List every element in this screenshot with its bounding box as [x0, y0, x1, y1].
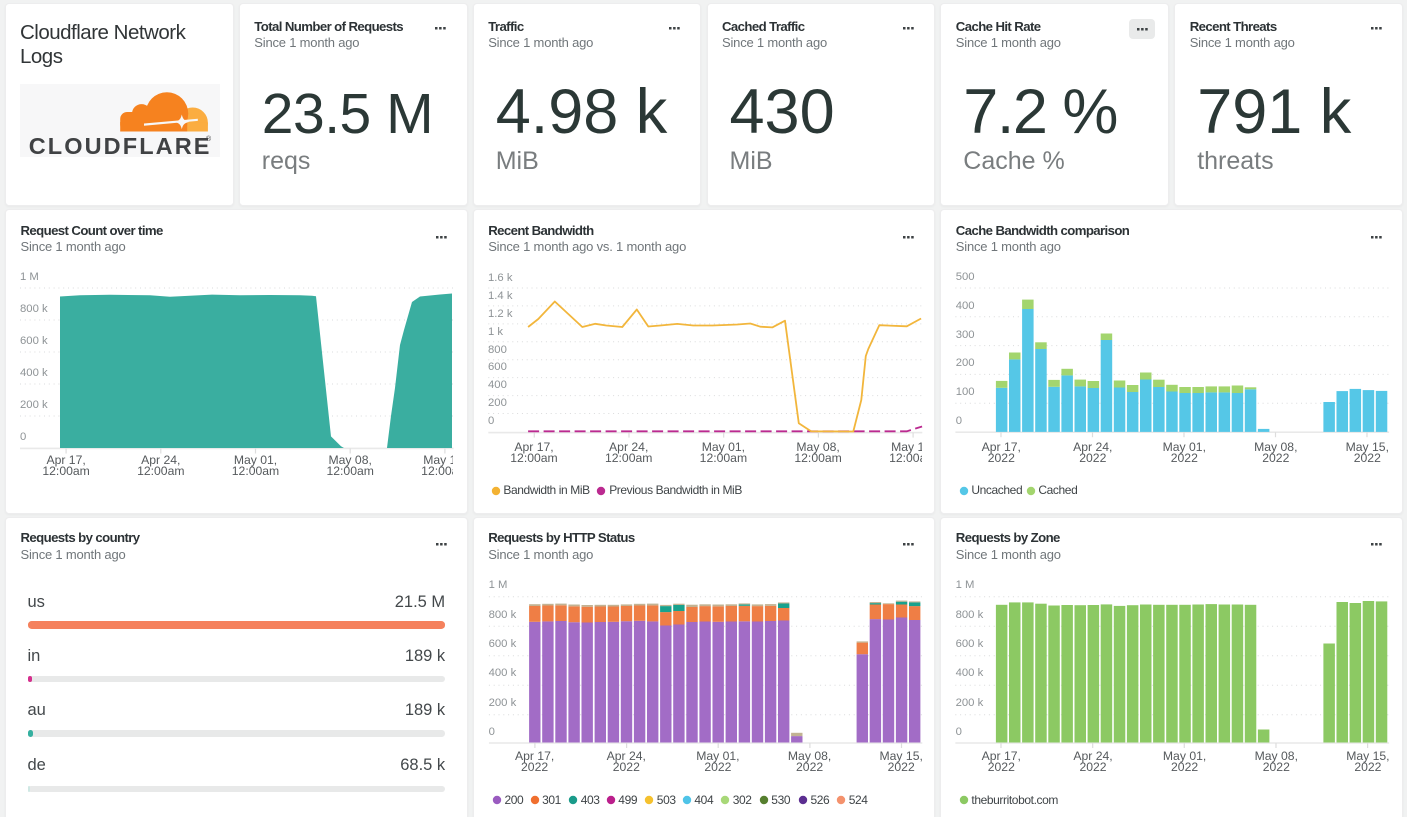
svg-text:CLOUDFLARE: CLOUDFLARE [29, 133, 212, 157]
svg-text:®: ® [206, 135, 212, 143]
